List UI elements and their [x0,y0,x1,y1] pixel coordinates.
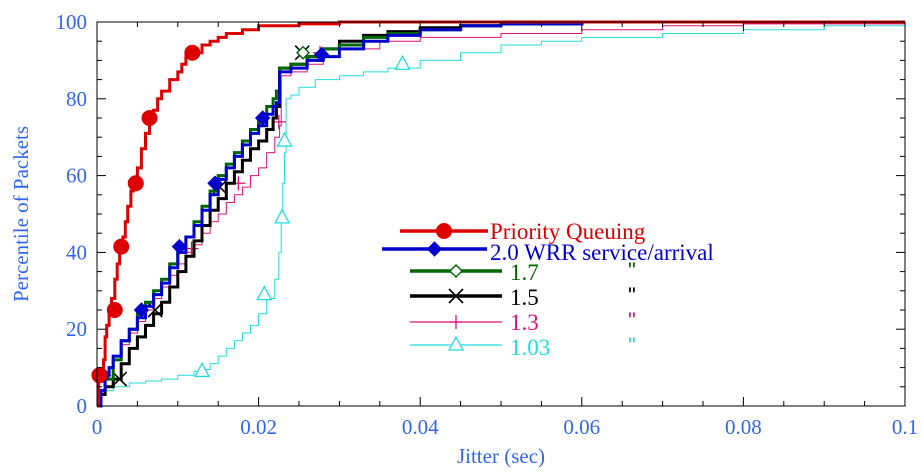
legend-label-5: 1.03 [510,335,550,360]
y-tick-label-4: 80 [66,87,87,111]
legend-entry-2: 1.7 " [410,258,636,285]
legend-entry-4: 1.3 " [410,308,636,335]
series-1-point-4 [254,110,271,126]
x-tick-label-3: 0.06 [563,415,600,439]
y-tick-label-1: 20 [66,317,87,341]
legend-entry-1: 2.0 WRR service/arrival [382,240,714,265]
axes: 0 0.02 0.04 0.06 0.08 0.1 0 20 40 60 80 100 Jitter (… [9,10,918,468]
y-tick-label-2: 40 [66,240,87,264]
legend-entry-5: 1.03 " [410,333,636,360]
legend-ditto-3: " [628,283,636,308]
legend-marker-2 [449,264,463,278]
legend-label-2: 1.7 [510,260,539,285]
series-0-point-4 [141,110,158,126]
series-3-point-0 [112,371,128,387]
series-5-point-2 [273,208,291,224]
series-0-point-5 [184,44,201,61]
x-tick-label-5: 0.1 [892,415,918,439]
series-1-point-2 [171,238,188,255]
series-line-4 [97,22,906,407]
y-tick-label-5: 100 [56,10,88,34]
legend-marker-5 [447,335,465,351]
series-5-point-1 [256,285,273,301]
series-0-point-3 [127,175,144,192]
x-tick-label-1: 0.02 [240,415,277,439]
series-5-point-3 [276,131,293,147]
x-tick-label-0: 0 [92,415,103,439]
legend-marker-1 [426,241,443,257]
legend-label-4: 1.3 [510,310,539,335]
y-tick-label-0: 0 [77,394,88,418]
series-line-5 [97,23,906,407]
series-2-point-0 [296,45,311,60]
legend-ditto-5: " [628,333,636,358]
series-4 [97,22,906,407]
legend-entry-0: Priority Queuing [400,219,646,244]
legend-ditto-4: " [628,308,636,333]
y-axis-title: Percentile of Packets [9,126,33,302]
plot-area [91,20,906,408]
series-line-1 [97,20,905,408]
series-5 [97,23,906,407]
x-tick-label-2: 0.04 [402,415,439,439]
series-1-point-3 [207,175,223,191]
legend-label-1: 2.0 WRR service/arrival [490,240,714,265]
legend-ditto-2: " [628,258,636,283]
y-tick-label-3: 60 [66,164,87,188]
series-0 [91,20,905,408]
series-1-point-1 [133,302,150,318]
legend-label-3: 1.5 [510,285,539,310]
legend-label-0: Priority Queuing [490,219,646,244]
series-1-point-5 [313,46,330,63]
series-1 [95,20,905,408]
legend-entry-3: 1.5 " [410,283,636,310]
series-0-point-0 [91,367,108,384]
series-5-point-4 [394,54,411,70]
series-0-point-1 [106,302,123,318]
legend-marker-4 [449,315,463,329]
series-0-point-2 [113,238,130,255]
legend-marker-3 [448,288,464,304]
legend-marker-0 [436,223,452,239]
x-axis-title: Jitter (sec) [457,444,545,468]
x-tick-label-4: 0.08 [725,415,762,439]
series-5-point-0 [193,362,211,378]
